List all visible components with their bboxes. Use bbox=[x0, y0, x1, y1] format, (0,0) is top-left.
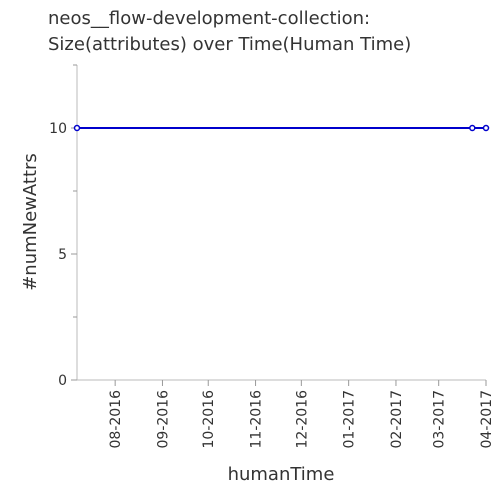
data-point bbox=[482, 124, 490, 132]
y-tick-label: 5 bbox=[58, 247, 67, 263]
x-tick-label: 03-2017 bbox=[432, 390, 448, 449]
data-point bbox=[73, 124, 81, 132]
x-axis-ticks: 08-2016 09-2016 10-2016 11-2016 12-2016 01-20… bbox=[108, 380, 495, 449]
x-tick-label: 09-2016 bbox=[155, 390, 171, 449]
chart-title-line-2: Size(attributes) over Time(Human Time) bbox=[48, 34, 411, 55]
x-tick-label: 01-2017 bbox=[342, 390, 358, 449]
series-layer bbox=[73, 124, 490, 132]
plot-area: 0 5 10 08-2016 09-2016 10-2016 11-2016 12-2016… bbox=[49, 64, 495, 449]
x-axis-label: humanTime bbox=[228, 464, 335, 485]
x-tick-label: 02-2017 bbox=[389, 390, 405, 449]
y-axis-ticks: 0 5 10 bbox=[49, 64, 77, 389]
x-tick-label: 10-2016 bbox=[201, 390, 217, 449]
y-tick-label: 0 bbox=[58, 373, 67, 389]
x-tick-label: 08-2016 bbox=[108, 390, 124, 449]
data-point bbox=[469, 124, 476, 132]
x-tick-label: 12-2016 bbox=[294, 390, 310, 449]
chart-title-line-1: neos__flow-development-collection: bbox=[48, 8, 370, 29]
y-axis-label: #numNewAttrs bbox=[20, 153, 41, 291]
y-tick-label: 10 bbox=[49, 121, 67, 137]
x-tick-label: 11-2016 bbox=[249, 390, 265, 449]
x-tick-label: 04-2017 bbox=[479, 390, 495, 449]
